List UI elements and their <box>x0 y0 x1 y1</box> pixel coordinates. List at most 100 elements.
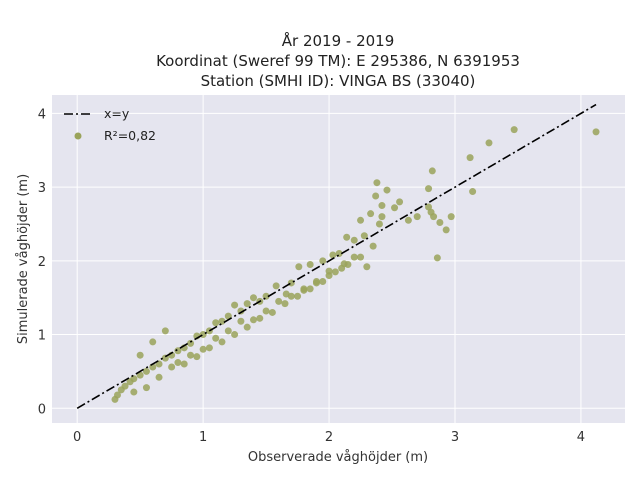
scatter-point <box>281 300 289 308</box>
scatter-point <box>378 213 386 221</box>
scatter-point <box>344 261 352 269</box>
scatter-point <box>428 167 436 175</box>
scatter-point <box>130 388 138 396</box>
scatter-point <box>466 154 474 162</box>
scatter-point <box>329 251 337 259</box>
scatter-point <box>295 263 303 271</box>
y-tick-label: 4 <box>38 107 46 122</box>
y-tick-label: 0 <box>38 402 46 417</box>
scatter-point <box>205 344 213 352</box>
scatter-point <box>367 210 375 218</box>
scatter-point <box>360 232 368 240</box>
scatter-point <box>319 257 327 265</box>
scatter-point <box>357 216 365 224</box>
scatter-point <box>117 386 125 394</box>
scatter-point <box>363 263 371 271</box>
legend-label-r2: R²=0,82 <box>104 128 156 143</box>
scatter-point <box>243 300 251 308</box>
scatter-point <box>425 185 433 193</box>
scatter-point <box>350 253 358 261</box>
scatter-point <box>510 126 518 134</box>
x-tick-label: 3 <box>451 430 459 445</box>
scatter-point <box>430 213 438 221</box>
scatter-point <box>391 204 399 212</box>
scatter-point <box>218 317 226 325</box>
scatter-point <box>262 307 270 315</box>
scatter-point <box>469 188 477 196</box>
chart-title-line-2: Koordinat (Sweref 99 TM): E 295386, N 63… <box>156 52 520 70</box>
legend-label-xy: x=y <box>104 106 130 121</box>
scatter-point <box>111 395 119 403</box>
y-axis-label: Simulerade våghöjder (m) <box>16 174 31 344</box>
scatter-points <box>111 126 600 403</box>
scatter-point <box>126 378 134 386</box>
scatter-point <box>350 236 358 244</box>
scatter-point <box>168 363 176 371</box>
scatter-point <box>331 268 339 276</box>
scatter-point <box>237 317 245 325</box>
x-tick-label: 1 <box>199 430 207 445</box>
scatter-point <box>319 277 327 285</box>
y-axis-ticks: 0 1 2 3 4 <box>38 107 46 417</box>
scatter-point <box>357 253 365 261</box>
scatter-point <box>485 139 493 147</box>
scatter-point <box>218 338 226 346</box>
x-axis-label: Observerade våghöjder (m) <box>248 450 428 465</box>
scatter-point <box>343 233 351 241</box>
scatter-point <box>249 316 257 324</box>
scatter-point <box>174 347 182 355</box>
scatter-point <box>287 292 295 300</box>
legend: x=y R²=0,82 <box>64 106 156 143</box>
scatter-point <box>149 338 157 346</box>
scatter-point <box>433 254 441 262</box>
scatter-point <box>442 226 450 234</box>
scatter-point <box>256 314 264 322</box>
scatter-point <box>294 292 302 300</box>
y-tick-label: 2 <box>38 255 46 270</box>
x-equals-y-line <box>76 103 597 409</box>
scatter-point <box>249 294 257 302</box>
scatter-point <box>436 219 444 227</box>
scatter-point <box>224 327 232 335</box>
scatter-point <box>199 345 207 353</box>
scatter-point <box>300 286 308 294</box>
scatter-point <box>142 367 150 375</box>
scatter-point <box>174 359 182 367</box>
scatter-point <box>312 277 320 285</box>
x-tick-label: 4 <box>577 430 585 445</box>
x-tick-label: 2 <box>325 430 333 445</box>
y-tick-label: 1 <box>38 329 46 344</box>
x-tick-label: 0 <box>73 430 81 445</box>
scatter-point <box>272 282 280 290</box>
scatter-point <box>447 213 455 221</box>
scatter-point <box>396 198 404 206</box>
legend-marker-swatch <box>74 132 82 140</box>
scatter-point <box>275 297 283 305</box>
scatter-point <box>231 301 239 309</box>
scatter-point <box>180 360 188 368</box>
scatter-point <box>187 351 195 359</box>
scatter-point <box>268 308 276 316</box>
scatter-point <box>378 202 386 210</box>
scatter-point <box>413 213 421 221</box>
scatter-point <box>243 323 251 331</box>
scatter-point <box>155 373 163 381</box>
scatter-point <box>161 327 169 335</box>
chart-title-line-3: Station (SMHI ID): VINGA BS (33040) <box>201 72 476 90</box>
scatter-point <box>306 261 314 269</box>
scatter-point <box>375 220 383 228</box>
scatter-point <box>187 339 195 347</box>
scatter-point <box>369 242 377 250</box>
scatter-point <box>212 319 220 327</box>
scatter-point <box>136 351 144 359</box>
scatter-point <box>338 264 346 272</box>
scatter-point <box>383 186 391 194</box>
scatter-point <box>231 331 239 339</box>
scatter-point <box>287 279 295 287</box>
scatter-point <box>592 128 600 136</box>
x-axis-ticks: 0 1 2 3 4 <box>73 430 585 445</box>
scatter-point <box>404 216 412 224</box>
scatter-point <box>306 285 314 293</box>
chart-title-line-1: År 2019 - 2019 <box>282 31 395 50</box>
